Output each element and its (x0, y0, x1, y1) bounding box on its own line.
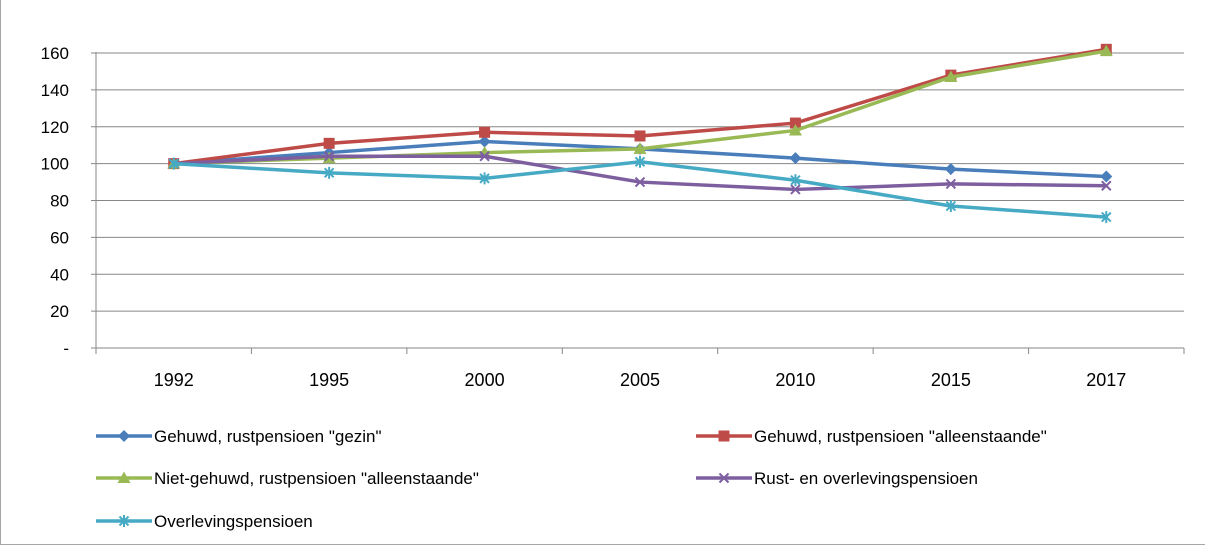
y-tick-label: - (63, 339, 69, 358)
legend-marker (117, 471, 131, 483)
data-point (1101, 211, 1112, 224)
legend-label: Gehuwd, rustpensioen "alleenstaande" (754, 427, 1047, 446)
y-tick-label: 80 (50, 192, 69, 211)
y-tick-label: 160 (41, 44, 69, 63)
x-tick-label: 1992 (154, 370, 194, 390)
data-point (479, 126, 491, 138)
axes (91, 52, 1185, 354)
data-point (634, 176, 646, 188)
y-tick-label: 60 (50, 228, 69, 247)
legend-item: Niet-gehuwd, rustpensioen "alleenstaande… (96, 469, 479, 488)
legend-label: Rust- en overlevingspensioen (754, 469, 978, 488)
legend-label: Niet-gehuwd, rustpensioen "alleenstaande… (154, 469, 479, 488)
data-point (944, 70, 958, 82)
y-tick-label: 120 (41, 118, 69, 137)
data-point (479, 172, 490, 185)
y-tick-label: 20 (50, 302, 69, 321)
data-point (478, 135, 491, 148)
data-point (790, 174, 801, 187)
legend-marker (718, 430, 730, 442)
x-axis-tick-labels: 1992 1995 2000 2005 2010 2015 2017 (154, 370, 1127, 390)
data-point (945, 200, 957, 213)
data-point (479, 151, 490, 162)
data-point (789, 152, 802, 165)
y-tick-label: 100 (41, 155, 69, 174)
y-axis-tick-labels: - 20 40 60 80 100 120 140 160 (41, 44, 69, 358)
data-point (634, 130, 646, 142)
data-point (168, 157, 179, 170)
series-3 (167, 44, 1113, 169)
data-point (323, 166, 335, 179)
x-tick-label: 1995 (309, 370, 349, 390)
data-point (1100, 170, 1113, 183)
data-point (788, 123, 802, 136)
data-point (323, 151, 335, 162)
data-point (634, 155, 646, 168)
data-point (1099, 44, 1113, 57)
data-point (945, 178, 957, 190)
data-point (1101, 180, 1112, 191)
series-5 (168, 155, 1112, 224)
legend-marker (118, 515, 130, 527)
legend-label: Overlevingspensioen (154, 512, 313, 531)
legend-item: Gehuwd, rustpensioen "gezin" (96, 427, 382, 446)
data-point (789, 117, 801, 129)
data-point (790, 184, 801, 195)
legend-label: Gehuwd, rustpensioen "gezin" (154, 427, 382, 446)
series-lines (167, 43, 1113, 224)
x-tick-label: 2000 (465, 370, 505, 390)
series-4 (168, 151, 1112, 195)
data-point (323, 137, 335, 149)
y-tick-label: 40 (50, 265, 69, 284)
data-point (944, 163, 957, 176)
legend-item: Gehuwd, rustpensioen "alleenstaande" (696, 427, 1047, 446)
x-tick-label: 2015 (931, 370, 971, 390)
x-tick-label: 2017 (1086, 370, 1126, 390)
y-tick-label: 140 (41, 81, 69, 100)
data-point (633, 142, 647, 154)
legend-item: Overlevingspensioen (96, 512, 313, 531)
legend-marker (718, 472, 730, 484)
x-tick-label: 2005 (620, 370, 660, 390)
legend-marker (118, 430, 130, 442)
legend-item: Rust- en overlevingspensioen (696, 469, 978, 488)
legend: Gehuwd, rustpensioen "gezin" Gehuwd, rust… (96, 427, 1047, 531)
x-tick-label: 2010 (775, 370, 815, 390)
